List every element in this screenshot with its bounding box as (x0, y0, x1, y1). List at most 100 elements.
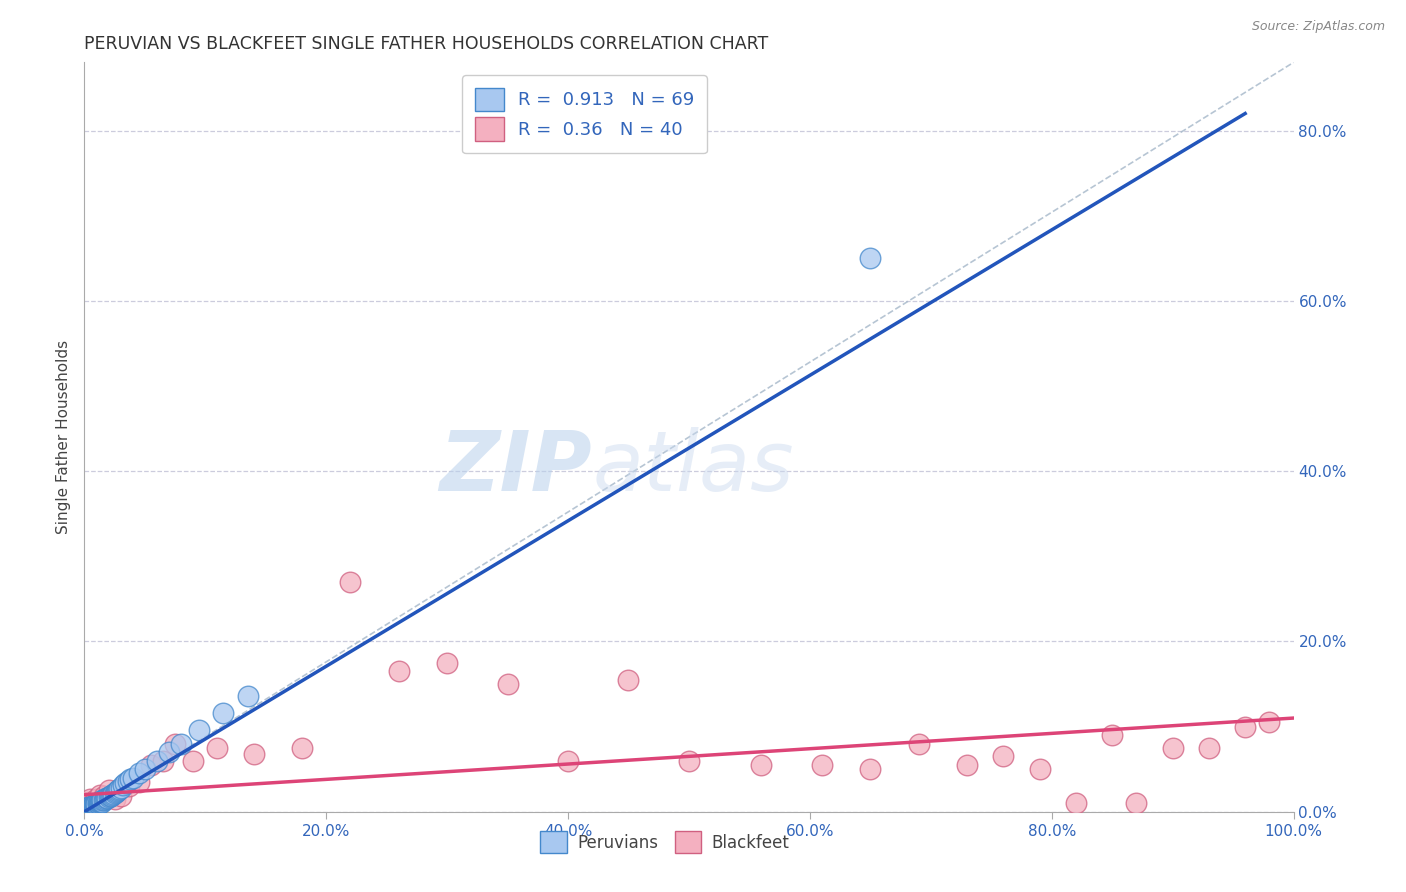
Point (117, 774, 139, 789)
Point (86, 797, 108, 811)
Point (104, 792, 127, 806)
Point (859, 252, 882, 266)
Point (1234, 720, 1257, 734)
Point (77, 801, 100, 815)
Point (97, 783, 120, 797)
Point (108, 781, 131, 796)
Point (1101, 728, 1123, 742)
Point (77, 800, 100, 814)
Point (91, 795, 114, 809)
Point (75, 796, 97, 810)
Point (146, 754, 169, 768)
Point (165, 737, 187, 751)
Point (678, 754, 700, 768)
Point (79, 801, 101, 815)
Point (811, 758, 834, 772)
Point (98, 789, 121, 804)
Point (1258, 715, 1281, 730)
Point (80, 799, 103, 814)
Point (79, 800, 101, 814)
Point (188, 723, 211, 737)
Point (77, 802, 100, 816)
Text: PERUVIAN VS BLACKFEET SINGLE FATHER HOUSEHOLDS CORRELATION CHART: PERUVIAN VS BLACKFEET SINGLE FATHER HOUS… (84, 35, 769, 53)
Point (90, 796, 112, 810)
Point (77, 803, 100, 817)
Point (339, 574, 361, 589)
Point (236, 689, 259, 703)
Point (105, 784, 128, 798)
Point (77, 800, 100, 814)
Point (134, 762, 156, 776)
Point (86, 798, 108, 813)
Point (212, 706, 235, 720)
Point (82, 796, 104, 810)
Point (128, 775, 150, 789)
Point (496, 677, 519, 691)
Text: Source: ZipAtlas.com: Source: ZipAtlas.com (1251, 20, 1385, 33)
Point (80, 800, 103, 814)
Point (79, 802, 101, 816)
Point (77, 801, 100, 815)
Point (77, 795, 100, 809)
Point (75, 804, 97, 818)
Point (83, 799, 105, 814)
Point (79, 792, 101, 806)
Point (83, 798, 105, 813)
Legend: Peruvians, Blackfeet: Peruvians, Blackfeet (534, 825, 796, 860)
Point (96, 791, 118, 805)
Point (1125, 796, 1147, 810)
Point (557, 754, 579, 768)
Point (388, 664, 411, 678)
Point (86, 792, 108, 806)
Point (617, 673, 640, 687)
Point (86, 797, 108, 812)
Point (956, 758, 979, 772)
Point (128, 766, 150, 780)
Point (86, 796, 108, 810)
Point (110, 789, 132, 804)
Point (104, 785, 127, 799)
Point (121, 771, 143, 785)
Point (181, 754, 204, 768)
Point (94, 792, 117, 806)
Point (100, 789, 122, 803)
Point (157, 745, 180, 759)
Point (207, 740, 229, 755)
Point (751, 758, 773, 772)
Text: atlas: atlas (592, 426, 794, 508)
Point (82, 800, 104, 814)
Point (118, 779, 141, 793)
Point (103, 787, 125, 801)
Point (907, 737, 929, 751)
Point (120, 772, 142, 787)
Point (87, 797, 110, 811)
Point (93, 789, 115, 804)
Point (1198, 740, 1220, 755)
Point (993, 749, 1015, 764)
Point (76, 803, 98, 817)
Point (107, 783, 129, 797)
Point (94, 791, 117, 805)
Point (1028, 762, 1050, 776)
Point (242, 747, 264, 761)
Point (97, 790, 120, 805)
Point (291, 740, 314, 755)
Point (89, 788, 111, 802)
Point (859, 762, 882, 776)
Point (86, 797, 108, 811)
Point (152, 754, 174, 768)
Point (436, 656, 458, 670)
Point (82, 799, 104, 814)
Point (91, 793, 114, 807)
Point (84, 798, 107, 813)
Point (83, 797, 105, 812)
Text: ZIP: ZIP (440, 426, 592, 508)
Point (84, 797, 107, 812)
Point (90, 794, 112, 808)
Point (87, 796, 110, 810)
Point (76, 804, 98, 818)
Point (110, 780, 132, 795)
Point (82, 798, 104, 813)
Point (170, 737, 193, 751)
Point (80, 801, 103, 815)
